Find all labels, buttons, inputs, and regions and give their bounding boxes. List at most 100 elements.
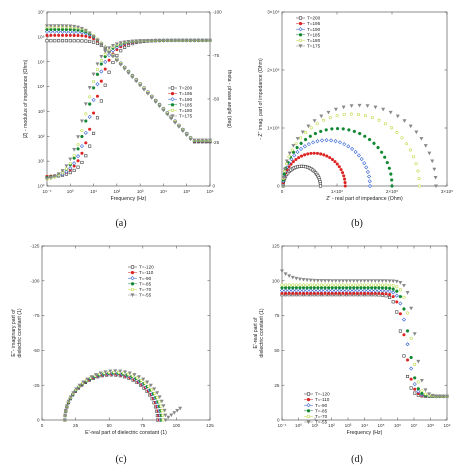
phase-point <box>80 160 84 165</box>
permittivity-point <box>409 386 413 390</box>
nyquist-point <box>315 122 319 126</box>
modulus-point <box>91 34 96 39</box>
x-axis-label: Z' - real part of impedance (Ohm) <box>326 196 403 202</box>
modulus-point <box>64 24 69 28</box>
modulus-point <box>165 112 170 117</box>
x-tick-label: 10⁴ <box>160 189 167 194</box>
modulus-point <box>200 138 205 143</box>
phase-point <box>173 38 178 43</box>
permittivity-point <box>351 288 356 293</box>
permittivity-point <box>391 290 396 295</box>
nyquist-point <box>302 144 307 149</box>
permittivity-point <box>348 283 352 287</box>
phase-point <box>68 157 73 162</box>
nyquist-point <box>376 146 380 150</box>
nyquist-point <box>342 174 346 178</box>
permittivity-point <box>279 288 285 293</box>
nyquist-point <box>312 119 317 123</box>
modulus-point <box>49 27 53 31</box>
legend-marker <box>130 293 135 298</box>
cole-point <box>131 374 135 378</box>
cole-point <box>63 408 68 413</box>
nyquist-point <box>312 151 316 155</box>
modulus-point <box>68 24 73 29</box>
permittivity-point <box>373 283 377 287</box>
modulus-point <box>130 75 135 80</box>
permittivity-point <box>388 293 392 297</box>
permittivity-point <box>359 283 363 287</box>
permittivity-point <box>384 286 388 290</box>
legend-marker <box>306 409 311 413</box>
permittivity-point <box>330 279 335 283</box>
modulus-point <box>173 121 178 125</box>
y-tick-label: 10⁷ <box>38 10 45 15</box>
phase-point <box>68 166 73 171</box>
series-group <box>280 269 449 399</box>
nyquist-point <box>290 148 294 152</box>
modulus-point <box>49 33 53 37</box>
x-tick-label: 75 <box>140 423 146 428</box>
permittivity-point <box>340 288 345 293</box>
permittivity-point <box>337 288 342 293</box>
phase-point <box>188 38 193 43</box>
cole-point <box>71 391 76 395</box>
x-tick-label: 10⁻¹ <box>42 189 52 194</box>
nyquist-point <box>303 138 308 142</box>
x-tick-label: 10⁸ <box>427 423 434 428</box>
modulus-point <box>76 34 80 38</box>
y-axis-label: - Z'' imag. part of impedance (Ohm) <box>258 58 264 140</box>
y-tick-label: 125 <box>272 244 280 249</box>
nyquist-point <box>357 103 362 108</box>
permittivity-point <box>294 286 299 290</box>
phase-point <box>184 38 189 43</box>
phase-point <box>103 67 107 71</box>
permittivity-point <box>348 286 352 290</box>
nyquist-point <box>423 144 428 148</box>
x-tick-label: 0 <box>281 189 284 194</box>
permittivity-point <box>355 288 360 293</box>
permittivity-point <box>301 283 306 287</box>
permittivity-point <box>420 389 424 393</box>
y-tick-label: -50 <box>33 348 40 353</box>
permittivity-point <box>284 283 288 287</box>
nyquist-point <box>297 156 301 160</box>
permittivity-point <box>416 359 421 364</box>
phase-point <box>84 119 88 123</box>
legend-entry: T=-120 <box>315 392 330 397</box>
modulus-point <box>103 46 108 51</box>
cole-point <box>63 413 68 418</box>
permittivity-point <box>434 394 439 399</box>
nyquist-point <box>333 139 338 144</box>
modulus-point <box>45 33 49 37</box>
nyquist-point <box>363 134 367 138</box>
nyquist-point <box>382 155 387 159</box>
permittivity-point <box>323 286 327 290</box>
cole-point <box>155 391 160 395</box>
permittivity-point <box>362 288 367 293</box>
tail-point <box>169 413 174 418</box>
phase-point <box>114 42 119 46</box>
cole-point <box>132 373 137 377</box>
nyquist-point <box>291 150 296 154</box>
y2-tick-label: -50 <box>213 97 220 102</box>
permittivity-point <box>377 283 381 287</box>
y-tick-label: 10³ <box>38 109 45 114</box>
permittivity-point <box>298 283 302 287</box>
phase-point <box>119 49 123 53</box>
nyquist-point <box>395 114 400 119</box>
legend-entry: T=-90 <box>315 403 328 408</box>
permittivity-point <box>369 279 374 283</box>
x-tick-label: 10⁰ <box>295 423 302 428</box>
phase-point <box>88 95 92 99</box>
nyquist-point <box>381 107 386 112</box>
nyquist-point <box>390 184 394 188</box>
permittivity-point <box>290 288 295 293</box>
y-tick-label: 10⁵ <box>37 59 44 64</box>
permittivity-point <box>298 286 302 290</box>
nyquist-point <box>377 118 381 122</box>
y-axis-label-line2: dielectric constant (1) <box>259 308 265 358</box>
nyquist-point <box>346 144 351 149</box>
y-tick-label: 10⁶ <box>37 34 44 39</box>
permittivity-point <box>316 283 320 287</box>
series-group <box>45 24 212 181</box>
